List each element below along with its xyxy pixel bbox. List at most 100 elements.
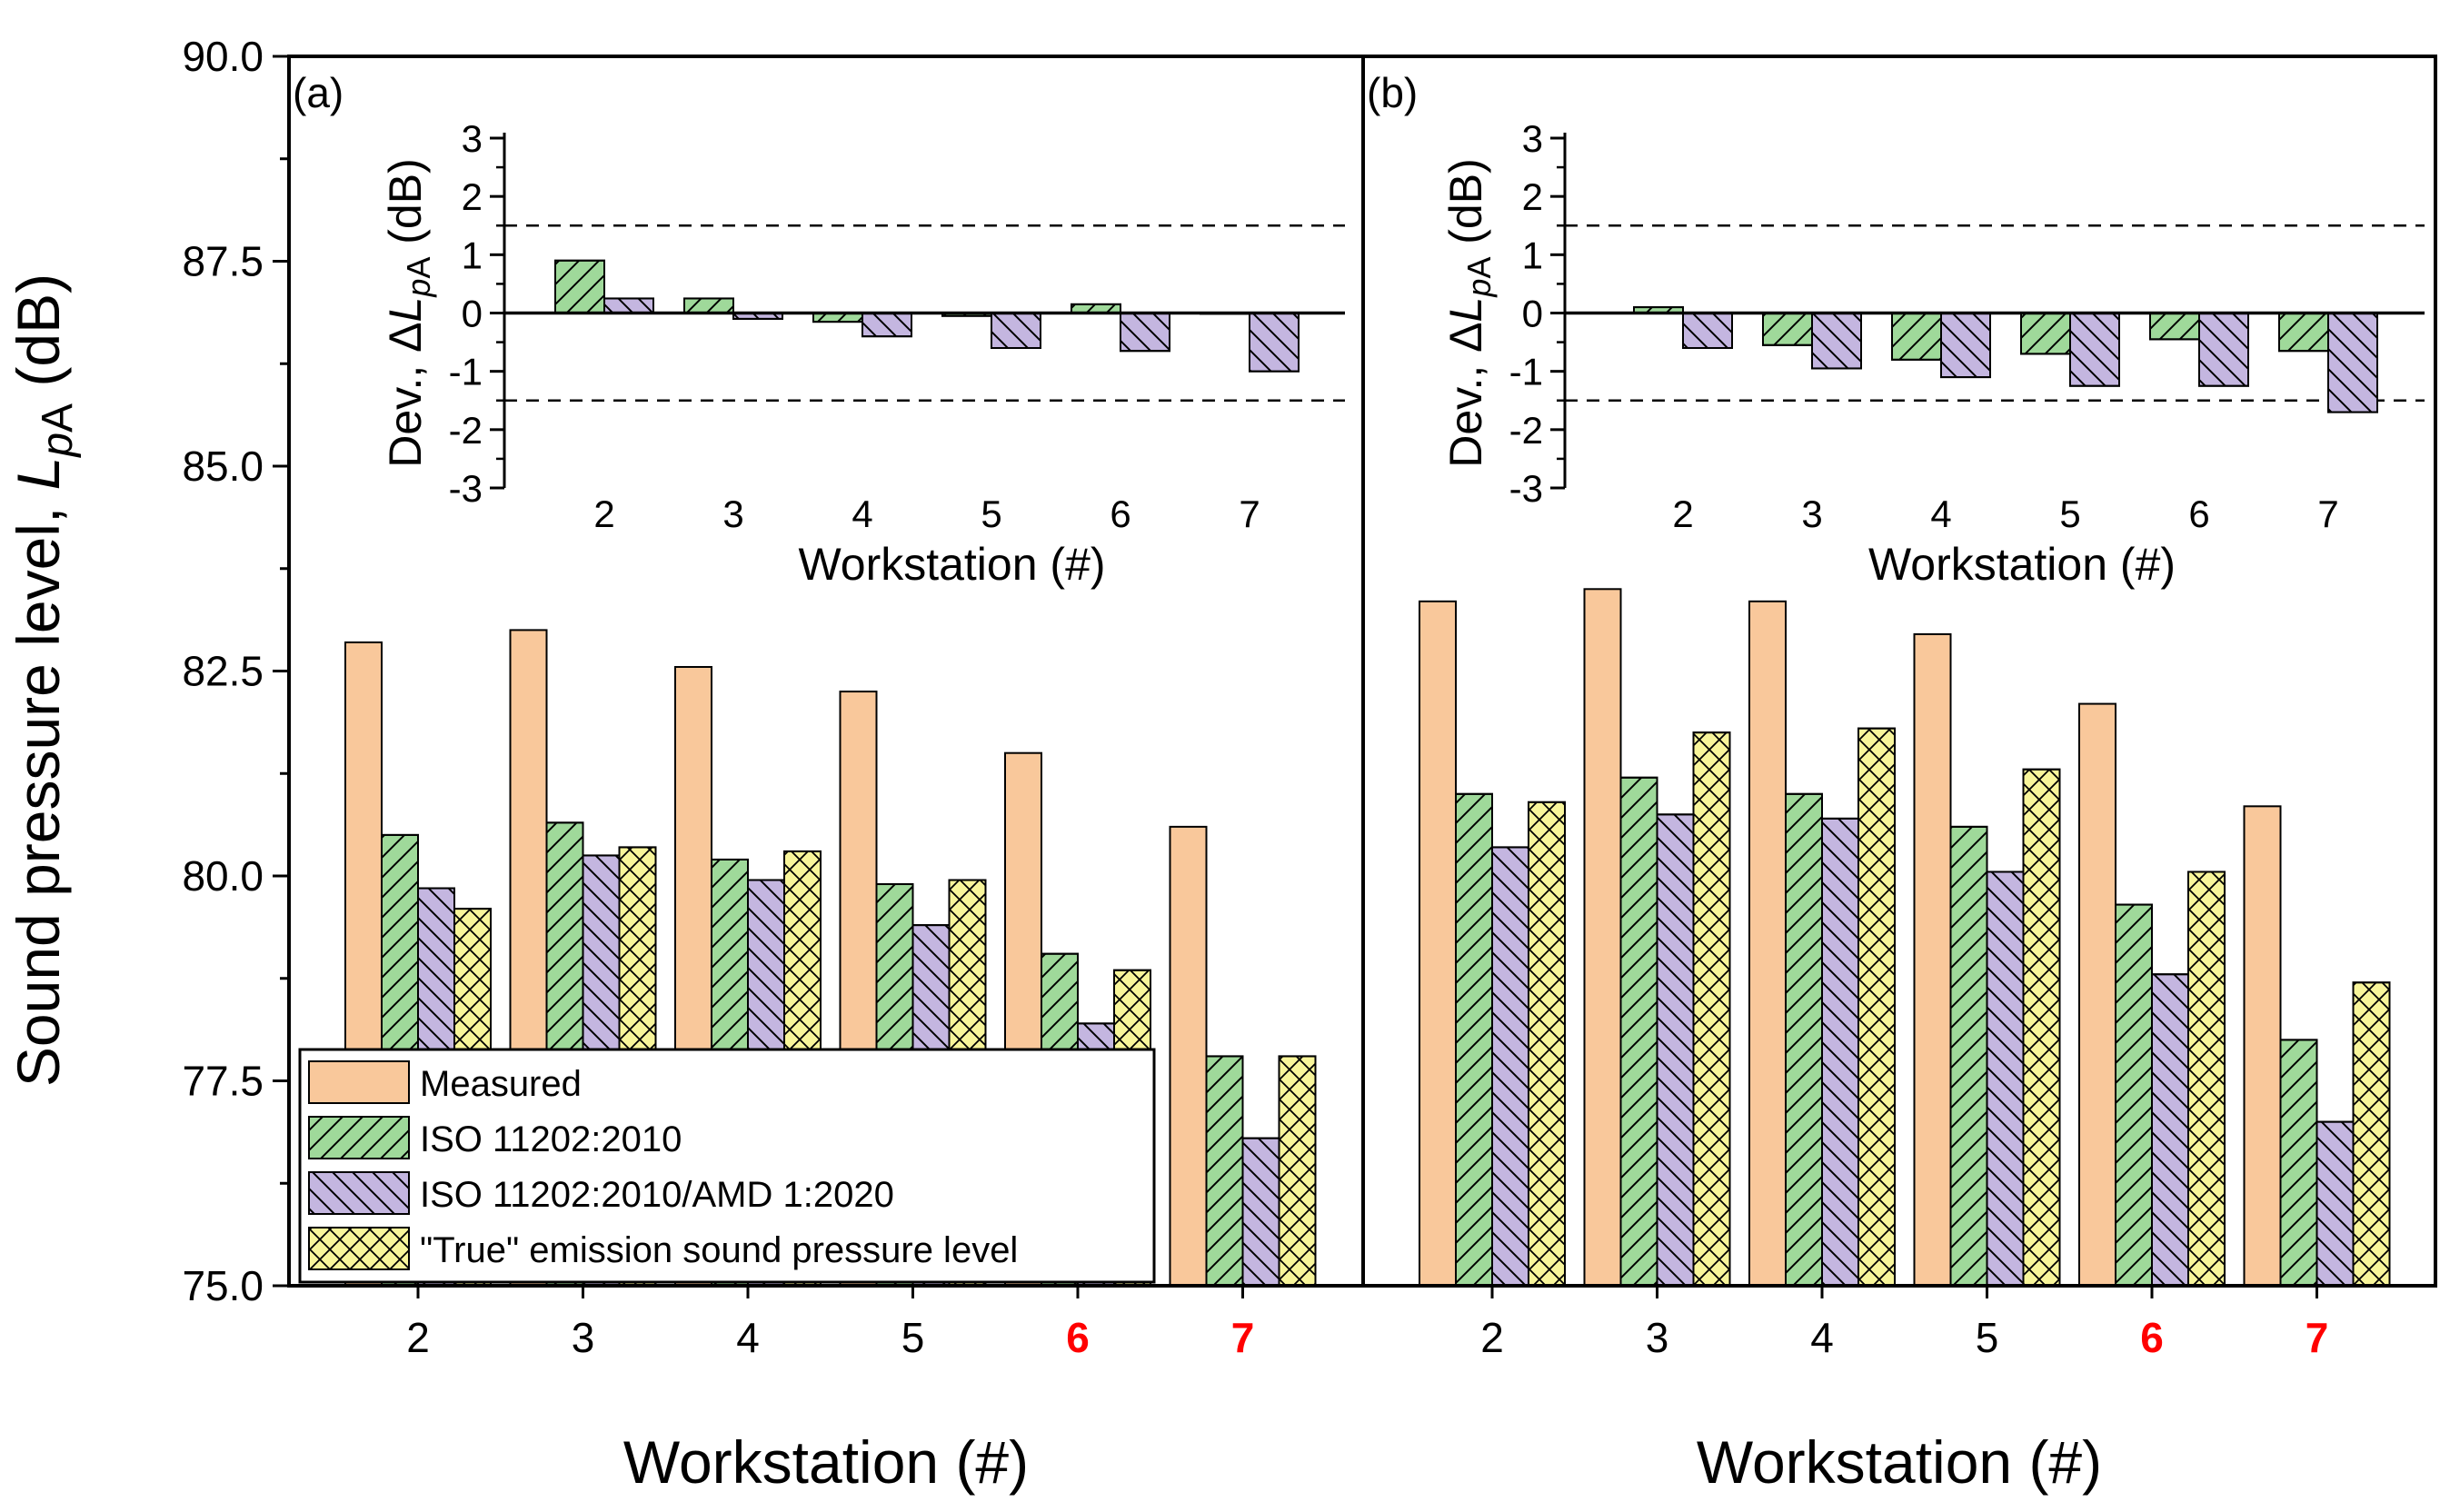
panel-b [1419,133,2425,1288]
bar-pattern [2279,1039,2318,1288]
bar-group [1583,588,1622,1287]
inset-bar-pattern [554,259,605,314]
legend-label: "True" emission sound pressure level [420,1230,1018,1270]
bar-group [2078,702,2116,1287]
legend-swatch-pattern [308,1227,410,1270]
bar-group [2115,903,2153,1287]
inset-y-title-prefix: Dev., Δ [1440,322,1491,467]
inset-x-axis-title: Workstation (#) [798,539,1105,590]
inset-x-tick-label: 2 [593,492,614,535]
bar-pattern [2352,981,2391,1287]
inset-bar-group [2149,312,2200,341]
bar-group [1821,817,1859,1287]
inset-x-tick-label: 6 [2188,492,2209,535]
inset-y-title-symbol: L [380,297,431,323]
bar [1419,600,1457,1287]
y-tick-label: 87.5 [182,238,264,285]
legend-box [298,1048,1156,1284]
x-tick-label: 5 [1976,1314,1999,1361]
inset-y-tick-label: 2 [1522,175,1543,218]
inset-y-tick-label: -1 [449,351,483,393]
bar [2078,702,2116,1287]
x-tick-label: 4 [1810,1314,1834,1361]
inset-y-tick-label: 1 [1522,234,1543,276]
x-axis-title: Workstation (#) [623,1428,1029,1496]
bar-group [2151,973,2189,1287]
inset-bar-group [2327,312,2378,413]
inset-bar-group [861,312,912,338]
inset-y-title-sub-italic: p [1460,279,1498,298]
bar-pattern [2316,1120,2355,1287]
inset-y-title-unit: (dB) [380,158,431,256]
inset-bar-group [2020,312,2071,355]
bar-pattern [1241,1137,1280,1288]
y-tick-label: 90.0 [182,33,264,80]
bar-pattern [1857,727,1896,1287]
bar-pattern [2022,768,2061,1287]
inset-bar-pattern [2149,312,2200,341]
bar-pattern [1986,870,2025,1287]
bar [1748,600,1787,1287]
inset-y-title-sub-rest: A [1460,257,1498,279]
y-tick-label: 80.0 [182,852,264,900]
bar [1169,825,1208,1287]
inset-bar-pattern [2198,312,2249,387]
inset-bar-pattern [603,297,654,314]
inset-x-tick-label: 5 [981,492,1001,535]
inset-bar-group [1120,312,1170,353]
inset-bar-group [683,297,734,314]
bar-group [1619,776,1658,1287]
bar-group [1528,801,1566,1287]
x-tick-label: 2 [406,1314,430,1361]
bar-group [1692,731,1731,1287]
inset-x-tick-label: 2 [1672,492,1693,535]
inset-bar-group [1682,312,1733,349]
inset-x-tick-label: 4 [1930,492,1951,535]
bar-pattern [2115,903,2153,1287]
bar-group [2022,768,2061,1287]
x-tick-label: 5 [901,1314,925,1361]
inset-bar-group [2278,312,2329,353]
inset-x-tick-label: 3 [1801,492,1822,535]
inset-y-axis-title: Dev., ΔLpA (dB) [380,158,437,468]
inset-bar-pattern [2069,312,2120,387]
inset-chart [490,133,1345,490]
x-tick-label: 7 [2306,1314,2329,1361]
bar-pattern [1205,1055,1244,1287]
bar-pattern [1528,801,1566,1287]
y-tick-label: 82.5 [182,648,264,695]
bar-group [1205,1055,1244,1287]
panel-label: (b) [1367,69,1418,116]
bar-group [1491,846,1529,1287]
inset-y-tick-label: -1 [1509,351,1543,393]
inset-bar-group [2198,312,2249,387]
y-title-sub-italic: p [34,433,82,459]
y-title-sub: pA [34,403,82,459]
inset-y-tick-label: 0 [462,293,483,335]
inset-bar-pattern [1940,312,1991,379]
bar-group [1785,792,1823,1287]
inset-y-title-symbol: L [1440,297,1491,323]
inset-y-title-sub: pA [1460,257,1498,298]
bar-group [2316,1120,2355,1287]
inset-y-title-prefix: Dev., Δ [380,322,431,467]
inset-y-tick-label: -2 [449,409,483,452]
x-tick-label: 6 [2140,1314,2164,1361]
bar-group [1913,632,1952,1287]
inset-bar-group [1249,312,1300,373]
bar-group [1656,813,1695,1287]
inset-bar-pattern [683,297,734,314]
inset-x-tick-label: 6 [1110,492,1130,535]
legend-swatch [308,1060,410,1104]
bar-group [2352,981,2391,1287]
bar-group [1986,870,2025,1287]
bar-group [1169,825,1208,1287]
y-tick-label: 75.0 [182,1262,264,1309]
legend: Measured ISO 11202:2010 ISO 11202:2010/AMD… [298,1048,1156,1284]
legend-label: ISO 11202:2010 [420,1119,682,1159]
bar-pattern [1692,731,1731,1287]
bar-group [1748,600,1787,1287]
bar-pattern [1619,776,1658,1287]
inset-bar-group [991,312,1041,349]
inset-bar-pattern [1120,312,1170,353]
